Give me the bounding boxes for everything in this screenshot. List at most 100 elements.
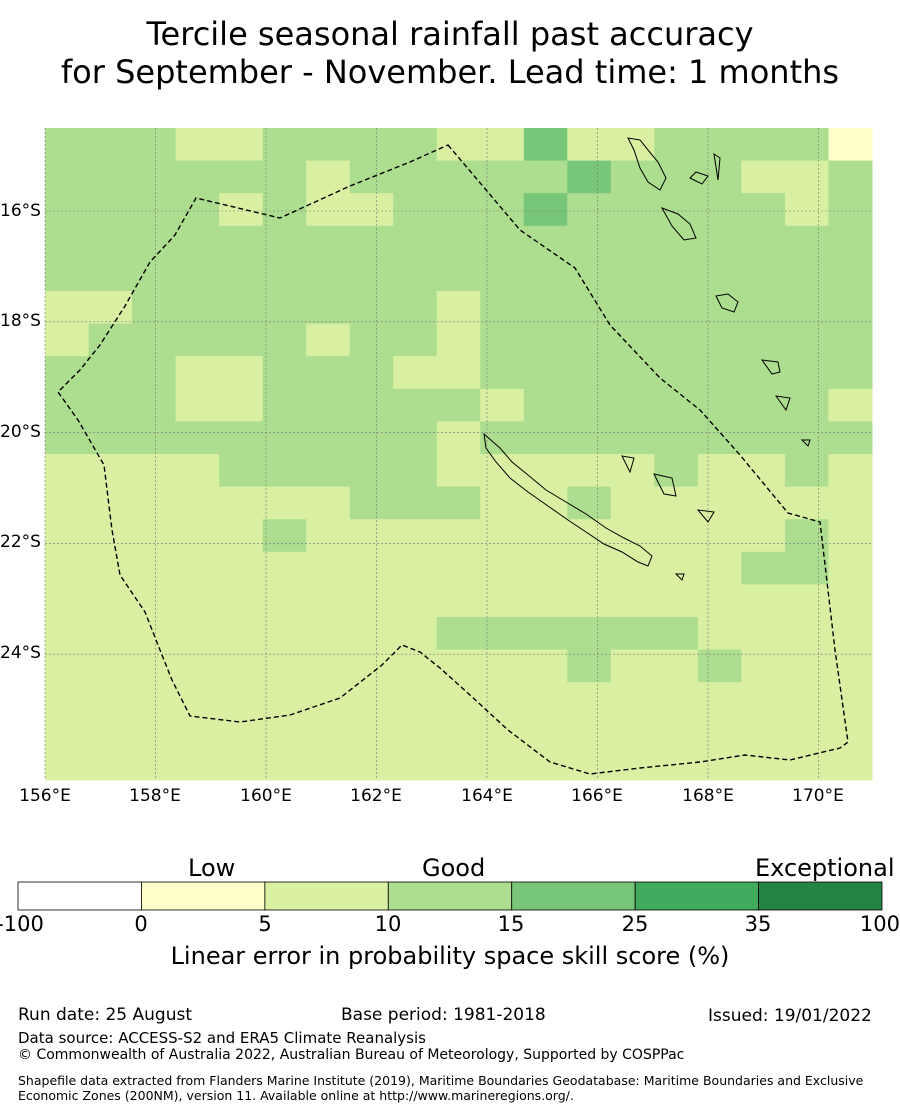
grid-cell (393, 258, 438, 292)
grid-cell (393, 714, 438, 748)
grid-cell (349, 551, 394, 585)
grid-cell (88, 193, 133, 227)
grid-cell (480, 258, 525, 292)
grid-cell (219, 714, 264, 748)
grid-cell (393, 747, 438, 781)
grid-cell (262, 454, 307, 488)
grid-cell (480, 323, 525, 357)
grid-cell (784, 486, 829, 520)
grid-cell (654, 388, 699, 422)
grid-cell (567, 258, 612, 292)
grid-cell (610, 291, 655, 325)
grid-cell (523, 356, 568, 390)
eez-boundary (57, 144, 849, 775)
grid-cell (697, 291, 742, 325)
grid-cell (45, 486, 90, 520)
grid-cell (436, 258, 481, 292)
grid-cell (306, 356, 351, 390)
grid-cell (175, 714, 220, 748)
grid-cell (45, 291, 90, 325)
grid-cell (567, 486, 612, 520)
colorbar-segment (758, 881, 883, 911)
grid-cell (654, 291, 699, 325)
grid-cell (610, 649, 655, 683)
grid-cell (784, 388, 829, 422)
grid-cell (567, 421, 612, 455)
grid-cell (88, 649, 133, 683)
grid-cell (523, 193, 568, 227)
grid-cell (88, 682, 133, 716)
lat-label-16s: 16°S (0, 201, 41, 221)
grid-cell (306, 682, 351, 716)
lon-label-162e: 162°E (350, 786, 402, 806)
grid-cell (349, 584, 394, 618)
grid-cell (262, 323, 307, 357)
grid-cell (610, 128, 655, 162)
grid-cell (828, 486, 873, 520)
grid-cell (436, 551, 481, 585)
grid-cell (610, 421, 655, 455)
grid-cell (45, 649, 90, 683)
grid-cell (697, 356, 742, 390)
grid-cell (523, 323, 568, 357)
grid-cell (436, 421, 481, 455)
grid-cell (784, 617, 829, 651)
grid-cell (654, 323, 699, 357)
grid-cell (45, 225, 90, 259)
grid-cell (523, 291, 568, 325)
grid-cell (175, 584, 220, 618)
grid-cell (393, 551, 438, 585)
grid-cell (436, 617, 481, 651)
grid-cell (393, 323, 438, 357)
grid-cell (132, 323, 177, 357)
grid-cell (132, 454, 177, 488)
grid-cell (697, 160, 742, 194)
grid-cell (45, 128, 90, 162)
grid-cell (436, 323, 481, 357)
grid-cell (132, 356, 177, 390)
grid-cell (480, 649, 525, 683)
lon-label-164e: 164°E (461, 786, 513, 806)
grid-cell (262, 584, 307, 618)
grid-cell (393, 649, 438, 683)
grid-cell (741, 649, 786, 683)
grid-cell (828, 421, 873, 455)
grid-cell (567, 323, 612, 357)
grid-cell (480, 584, 525, 618)
grid-cell (88, 258, 133, 292)
grid-cell (436, 193, 481, 227)
grid-cell (610, 225, 655, 259)
grid-cell (132, 258, 177, 292)
grid-cell (45, 356, 90, 390)
grid-cell (567, 649, 612, 683)
colorbar-segment (264, 881, 389, 911)
grid-cell (610, 584, 655, 618)
grid-cell (523, 258, 568, 292)
grid-cell (480, 388, 525, 422)
grid-cell (306, 388, 351, 422)
grid-cell (654, 258, 699, 292)
run-date: Run date: 25 August (18, 1005, 192, 1025)
grid-cell (132, 682, 177, 716)
grid-cell (741, 714, 786, 748)
vanuatu-tanna (774, 395, 791, 412)
legend-category-low: Low (188, 854, 236, 882)
colorbar-tick: 35 (744, 912, 772, 936)
grid-cell (219, 388, 264, 422)
colorbar-tick: 100 (859, 912, 900, 936)
grid-cell (219, 421, 264, 455)
chart-title-line1: Tercile seasonal rainfall past accuracy (146, 15, 754, 53)
grid-cell (567, 454, 612, 488)
grid-cell (784, 551, 829, 585)
grid-cell (306, 714, 351, 748)
grid-cell (436, 225, 481, 259)
grid-cell (219, 193, 264, 227)
grid-cell (306, 291, 351, 325)
grid-cell (697, 649, 742, 683)
grid-cell (393, 421, 438, 455)
grid-cell (654, 551, 699, 585)
grid-cell (306, 617, 351, 651)
grid-cell (523, 519, 568, 553)
grid-cell (523, 388, 568, 422)
copyright: © Commonwealth of Australia 2022, Austra… (18, 1047, 685, 1063)
